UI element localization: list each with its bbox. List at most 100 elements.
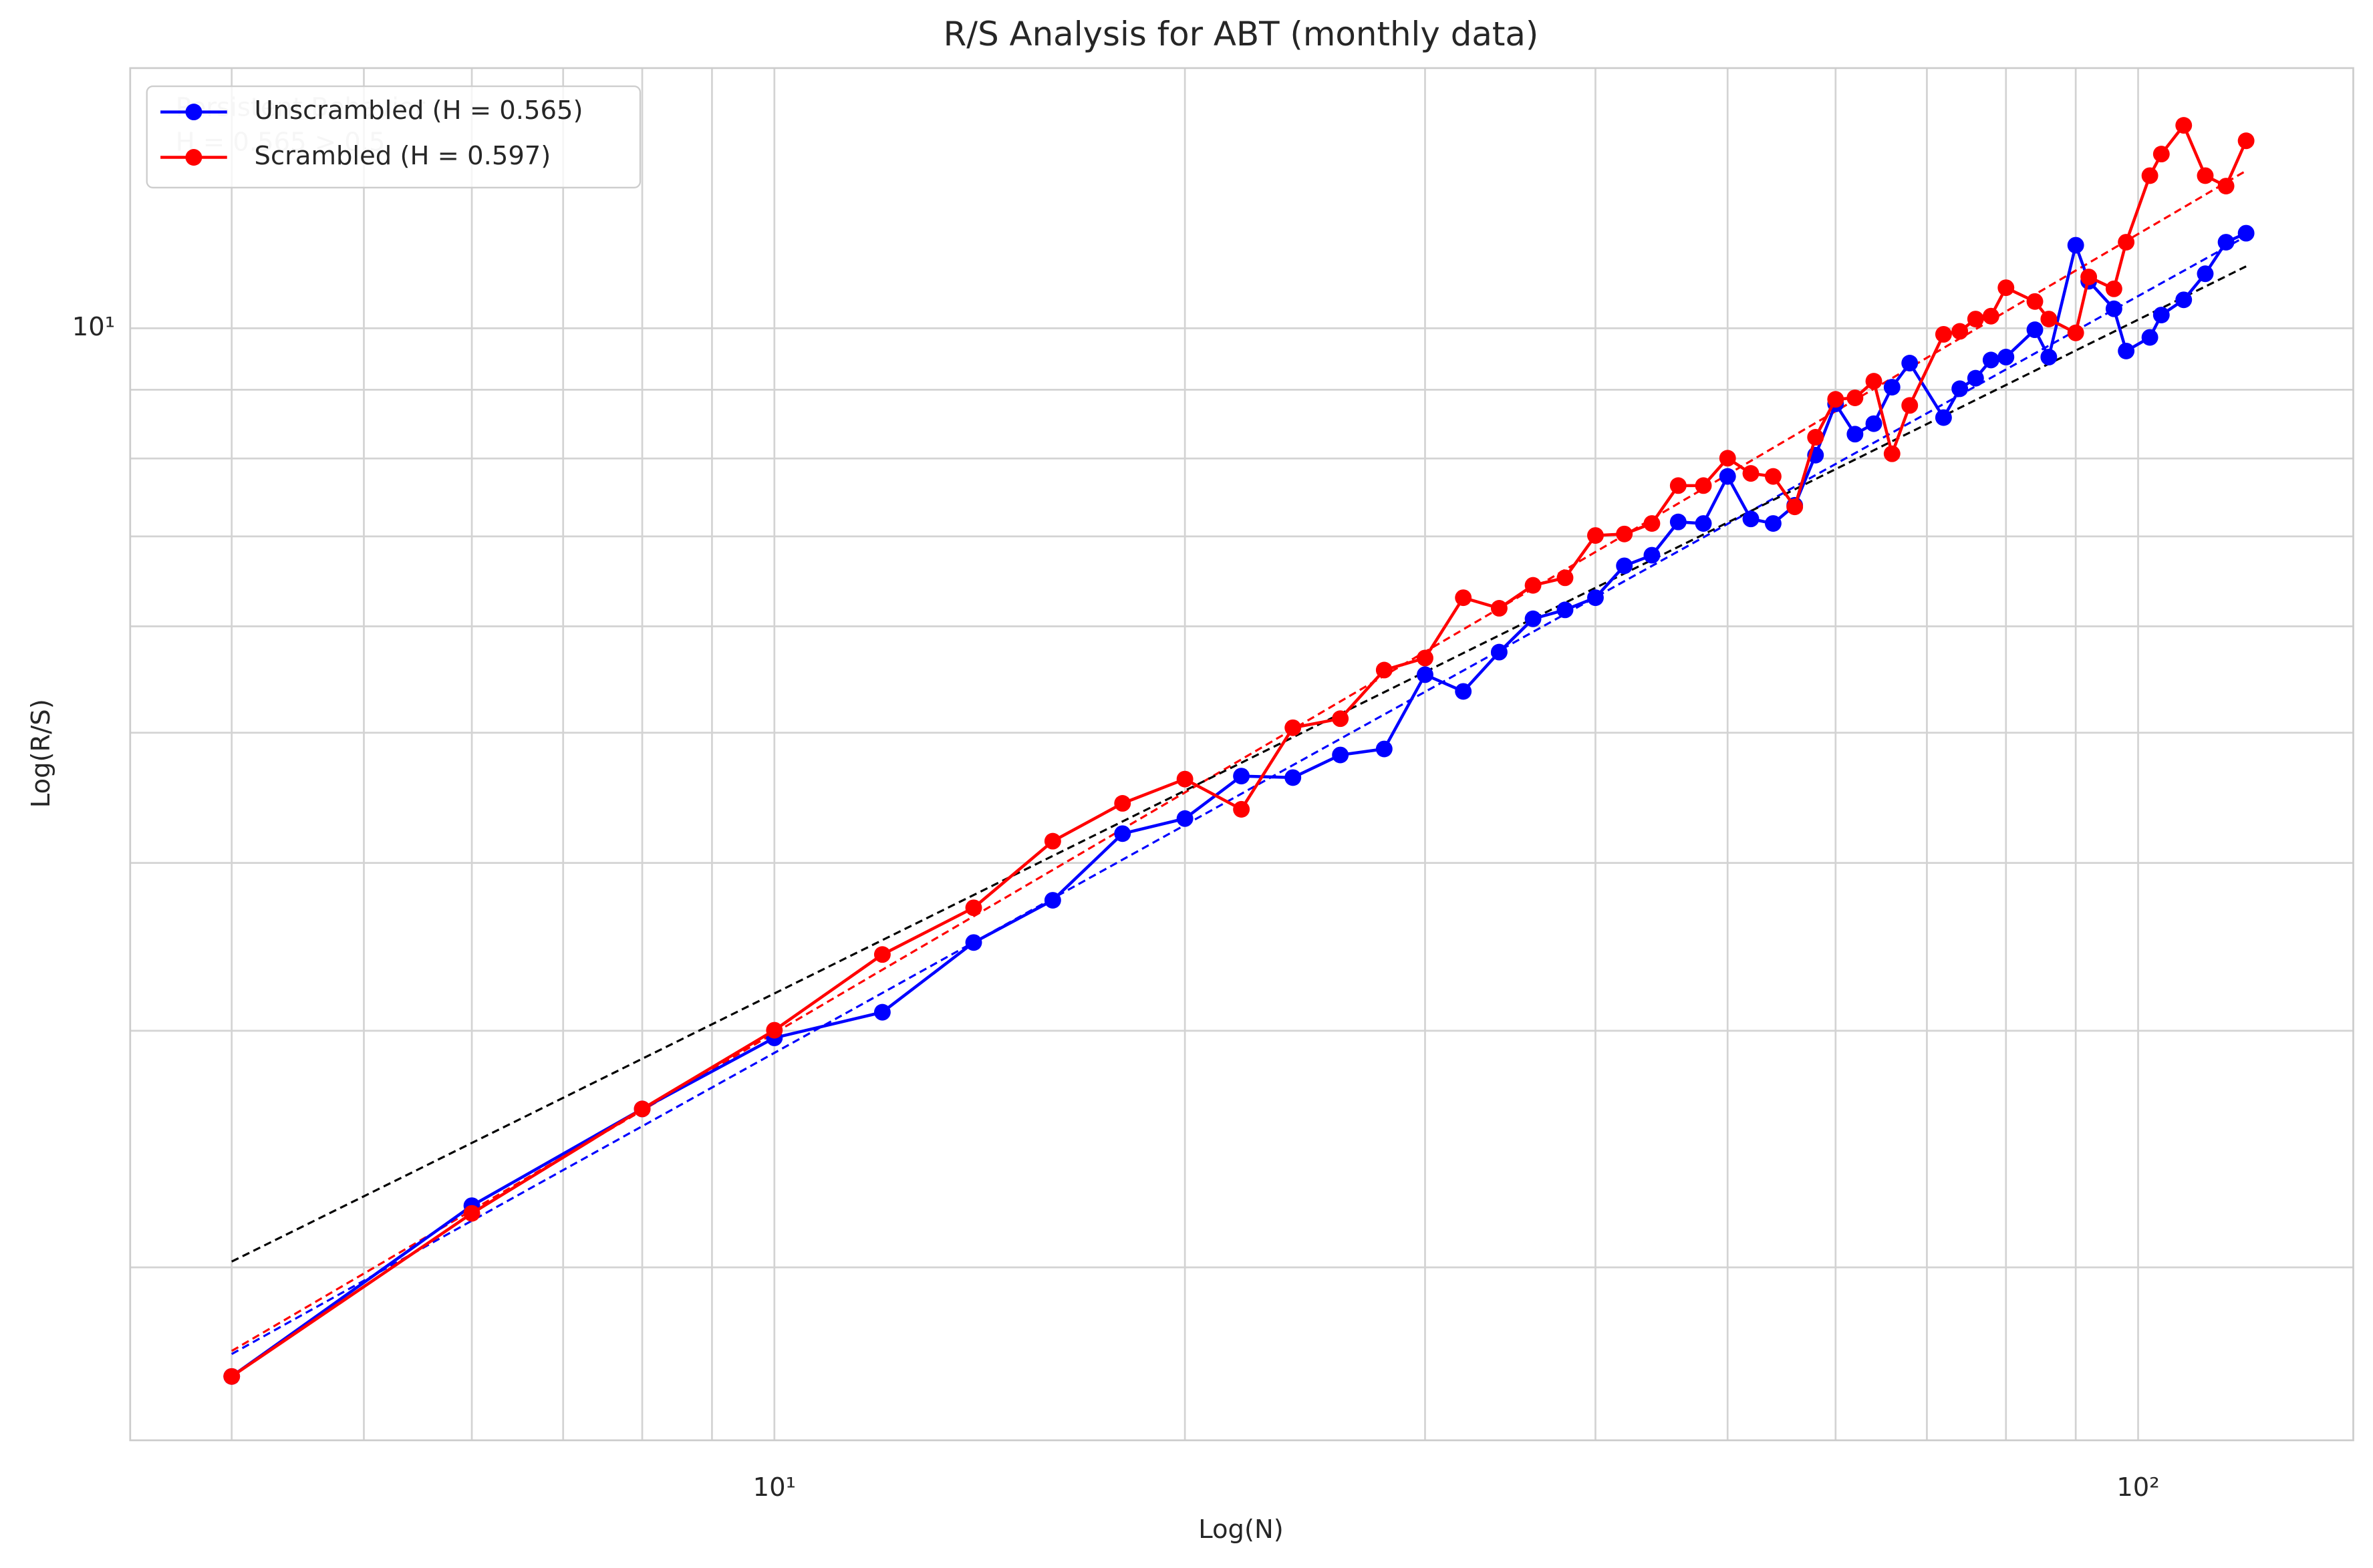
data-point [1586, 589, 1604, 607]
data-point [1233, 768, 1250, 785]
data-point [1997, 279, 2015, 297]
data-point [223, 1368, 241, 1385]
data-point [2217, 234, 2235, 251]
data-point [1807, 428, 1824, 446]
data-point [1935, 409, 1952, 426]
data-point [634, 1100, 651, 1118]
data-point [1865, 415, 1882, 432]
data-point [1332, 710, 1349, 728]
data-point [1967, 311, 1984, 327]
data-point [1764, 515, 1782, 532]
data-point [1490, 643, 1508, 661]
data-point [2237, 224, 2255, 242]
data-point [1883, 445, 1901, 462]
plot-marks [223, 117, 2255, 1385]
data-point [2067, 237, 2084, 254]
plot-frame [129, 67, 2354, 1442]
data-point [1375, 661, 1393, 679]
grid [130, 67, 2354, 1440]
y-tick-label: 10¹ [72, 312, 115, 342]
data-point [1997, 348, 2015, 365]
data-point [1669, 477, 1687, 494]
data-point [1786, 498, 1804, 516]
data-point [1490, 599, 1508, 617]
data-point [1695, 515, 1712, 532]
data-point [1455, 589, 1472, 607]
data-point [1982, 307, 1999, 325]
data-point [1375, 740, 1393, 758]
chart-title: R/S Analysis for ABT (monthly data) [944, 15, 1539, 53]
data-point [1742, 465, 1760, 482]
legend: Unscrambled (H = 0.565) Scrambled (H = 0.… [146, 85, 642, 188]
data-point [1643, 515, 1661, 532]
data-point [1827, 391, 1844, 408]
data-point [1846, 426, 1864, 443]
data-point [2217, 178, 2235, 194]
data-point [1695, 477, 1712, 494]
data-point [1044, 892, 1061, 909]
data-point [2026, 321, 2044, 339]
data-point [1114, 825, 1131, 842]
data-point [2175, 117, 2193, 134]
data-point [873, 1003, 891, 1021]
fit-line [231, 235, 2247, 1356]
data-point [1556, 601, 1574, 619]
data-point [1417, 666, 1433, 683]
data-point [1982, 351, 1999, 369]
data-point [2080, 269, 2098, 285]
data-point [965, 899, 982, 917]
y-axis-label: Log(R/S) [26, 699, 56, 808]
legend-label: Unscrambled (H = 0.565) [255, 96, 583, 126]
data-point [1846, 389, 1864, 406]
data-point [965, 934, 982, 951]
data-point [1865, 373, 1882, 390]
data-point [1284, 719, 1302, 736]
data-point [1233, 800, 1250, 818]
data-point [1114, 795, 1131, 812]
data-point [1883, 379, 1901, 396]
data-point [1742, 510, 1760, 528]
x-tick-label: 10¹ [753, 1472, 796, 1503]
data-point [1524, 610, 1542, 627]
data-point [1643, 546, 1661, 564]
data-point [2040, 311, 2058, 327]
data-point [766, 1022, 783, 1039]
data-point [2118, 342, 2135, 359]
data-point [2141, 167, 2158, 184]
data-point [1455, 683, 1472, 700]
data-point [2237, 132, 2255, 150]
legend-box [146, 85, 642, 188]
data-point [1332, 746, 1349, 764]
data-point [2175, 291, 2193, 309]
data-point [2118, 234, 2135, 251]
legend-marker [185, 149, 202, 166]
data-point [2197, 167, 2214, 184]
data-point [2141, 329, 2158, 346]
data-point [463, 1205, 480, 1222]
data-point [2067, 324, 2084, 341]
data-point [2152, 146, 2170, 163]
data-point [1556, 569, 1574, 587]
data-point [1284, 769, 1302, 786]
data-point [2026, 293, 2044, 310]
data-point [1586, 527, 1604, 544]
x-tick-label: 10² [2116, 1472, 2159, 1503]
data-point [1901, 397, 1919, 414]
data-point [2040, 348, 2058, 365]
data-point [1176, 810, 1194, 827]
data-point [1616, 557, 1633, 575]
data-point [1719, 468, 1736, 485]
data-point [1417, 649, 1433, 667]
data-point [2152, 307, 2170, 323]
data-point [873, 946, 891, 963]
data-point [1719, 450, 1736, 467]
data-point [1669, 513, 1687, 530]
data-point [2105, 280, 2122, 297]
data-point [1176, 770, 1194, 788]
data-point [1044, 832, 1061, 850]
series-line [231, 122, 2248, 1378]
data-point [1901, 355, 1919, 371]
data-point [1524, 577, 1542, 594]
data-point [1935, 325, 1952, 343]
